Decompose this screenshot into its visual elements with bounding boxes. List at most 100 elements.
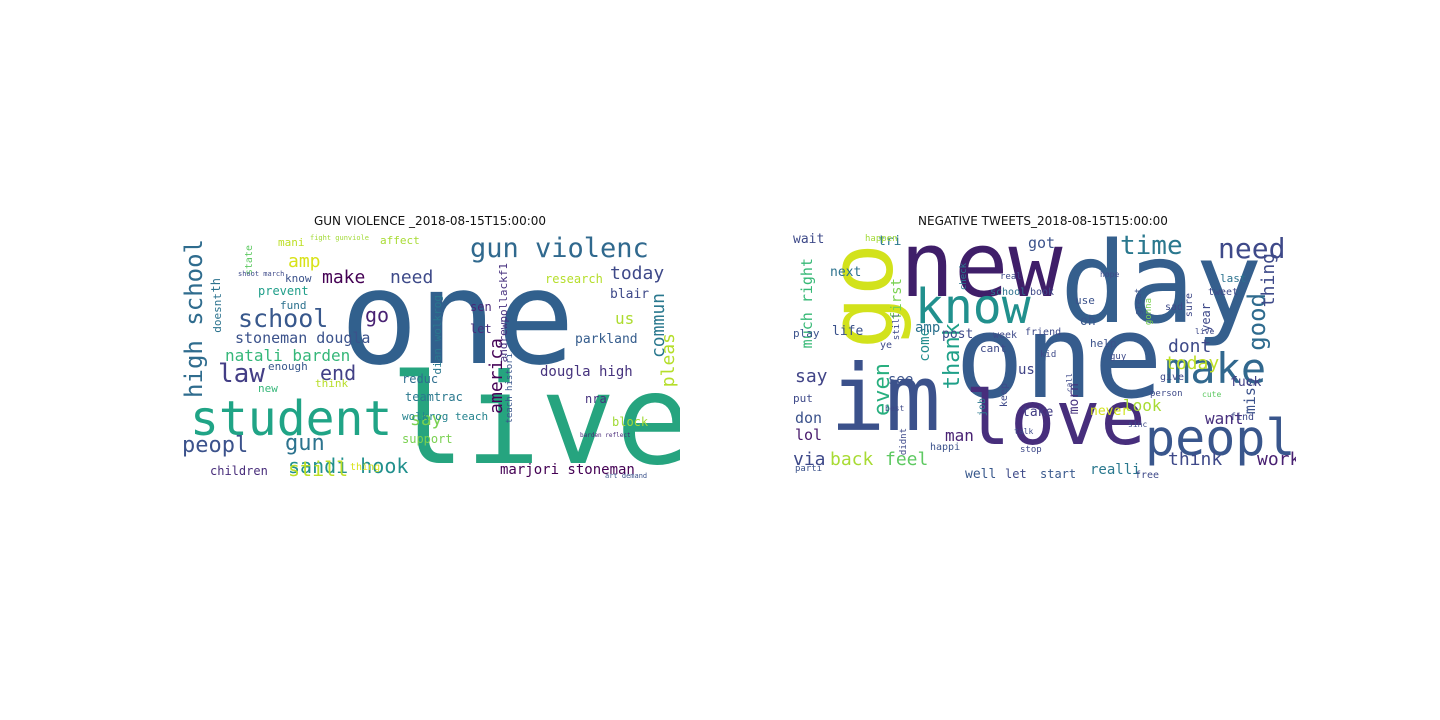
- cloud-word: tri: [878, 234, 902, 249]
- cloud-word: still: [288, 457, 349, 481]
- cloud-word: stop: [1020, 445, 1042, 455]
- cloud-word: look: [1123, 396, 1162, 415]
- cloud-word: guy: [1110, 352, 1127, 362]
- cloud-word: work: [1257, 449, 1296, 470]
- wordcloud-panel-gun-violence: GUN VIOLENCE _2018-08-15T15:00:00 one liv…: [180, 210, 680, 485]
- cloud-word: post: [942, 327, 974, 342]
- panel-title: GUN VIOLENCE _2018-08-15T15:00:00: [313, 214, 547, 228]
- cloud-word: start: [1040, 467, 1077, 481]
- cloud-word: research: [545, 272, 603, 286]
- cloud-word: barden reflect: [580, 432, 631, 439]
- cloud-word: back: [830, 449, 874, 470]
- cloud-word: say: [795, 366, 828, 387]
- cloud-word: find: [1230, 412, 1255, 423]
- cloud-word: dougla high: [540, 364, 633, 380]
- cloud-word: peopl: [1145, 409, 1296, 467]
- cloud-word: mani: [278, 236, 305, 249]
- cloud-word: take: [1022, 405, 1054, 420]
- cloud-word: us: [1018, 362, 1035, 378]
- cloud-word: sure: [1184, 293, 1195, 318]
- cloud-word: use: [1075, 294, 1095, 307]
- cloud-word: job: [977, 398, 988, 417]
- cloud-word: man: [945, 426, 974, 445]
- cloud-word: happen: [865, 234, 898, 244]
- cloud-word: school: [990, 287, 1027, 298]
- cloud-word: doesnt: [211, 293, 224, 333]
- cloud-word: parti: [795, 464, 823, 474]
- cloud-word: children: [210, 464, 268, 478]
- cloud-word: happi: [930, 442, 961, 453]
- cloud-word: never: [1090, 404, 1130, 419]
- cloud-word: natali barden: [225, 346, 351, 365]
- cloud-word: thing: [1258, 253, 1279, 308]
- cloud-word: pleas: [658, 333, 679, 388]
- cloud-word: week: [993, 330, 1018, 341]
- cloud-word: call: [1065, 373, 1074, 393]
- cloud-word: sinc: [1128, 420, 1148, 429]
- cloud-word: need: [1218, 233, 1286, 265]
- cloud-word: enough: [268, 360, 308, 373]
- cloud-word: blair: [610, 287, 650, 302]
- cloud-word: last: [1220, 272, 1247, 285]
- cloud-word: stoneman dougla: [235, 329, 371, 347]
- cloud-word: us: [615, 309, 635, 328]
- cloud-word: amp: [288, 251, 321, 272]
- cloud-word: life: [832, 324, 864, 339]
- cloud-word: go: [365, 303, 390, 327]
- cloud-word: affect: [380, 234, 420, 247]
- cloud-word: friend: [1025, 327, 1062, 338]
- cloud-word: check: [959, 263, 969, 291]
- cloud-word: next: [830, 265, 862, 280]
- cloud-word: live: [390, 348, 680, 483]
- cloud-word: didnt: [899, 428, 909, 456]
- cloud-word: love: [965, 374, 1146, 462]
- cloud-word: hope: [1100, 270, 1120, 279]
- cloud-word: sad: [1165, 302, 1184, 313]
- cloud-word: put: [793, 392, 813, 405]
- cloud-word: kid: [1040, 350, 1057, 360]
- cloud-word: one: [340, 242, 575, 394]
- cloud-word: dian wolkrog: [431, 295, 444, 375]
- cloud-word: school: [238, 304, 329, 333]
- cloud-word: peopl: [182, 433, 249, 458]
- cloud-word: one: [955, 291, 1163, 425]
- cloud-word: nra: [585, 392, 607, 406]
- cloud-word: play: [793, 327, 820, 340]
- cloud-word: sandi hook: [288, 454, 409, 478]
- cloud-word: say: [410, 409, 443, 430]
- cloud-word: prevent: [258, 284, 309, 298]
- cloud-word: think: [1168, 449, 1223, 470]
- cloud-word: cant: [980, 342, 1007, 355]
- cloud-word: parkland: [575, 332, 638, 347]
- cloud-word: dont: [1168, 336, 1212, 357]
- cloud-word: got: [1028, 234, 1056, 252]
- cloud-word: new: [258, 382, 278, 395]
- cloud-word: gun: [285, 431, 325, 456]
- cloud-word: shoot march: [238, 270, 285, 278]
- cloud-word: new: [900, 233, 1063, 318]
- cloud-word: want: [1205, 409, 1244, 428]
- cloud-word: fund: [280, 299, 307, 312]
- cloud-word: see: [888, 372, 914, 388]
- cloud-word: real: [1000, 272, 1022, 282]
- cloud-word: andrewpollackf1: [497, 263, 510, 363]
- cloud-word: fight gunviole: [310, 234, 370, 242]
- cloud-word: talk: [1014, 427, 1034, 436]
- cloud-word: great: [1134, 288, 1144, 316]
- cloud-word: marjori stoneman: [500, 462, 635, 478]
- cloud-word: art demand: [605, 472, 648, 480]
- cloud-word: fuck: [1230, 375, 1262, 390]
- wordcloud-panel-negative-tweets: NEGATIVE TWEETS_2018-08-15T15:00:00 new d…: [790, 210, 1296, 485]
- cloud-word: keep: [999, 383, 1010, 408]
- cloud-word: think: [315, 377, 349, 390]
- cloud-word: end: [320, 361, 357, 385]
- cloud-word: ye: [880, 340, 893, 351]
- wordcloud: one live student gun violenc school high scho…: [180, 233, 680, 483]
- cloud-word: wait: [793, 233, 825, 247]
- cloud-word: sen: [470, 300, 492, 314]
- cloud-word: day: [1060, 233, 1263, 349]
- cloud-word: oh: [1080, 314, 1096, 329]
- cloud-word: lol: [795, 426, 823, 444]
- cloud-word: make: [322, 267, 366, 288]
- cloud-word: give: [1160, 372, 1185, 383]
